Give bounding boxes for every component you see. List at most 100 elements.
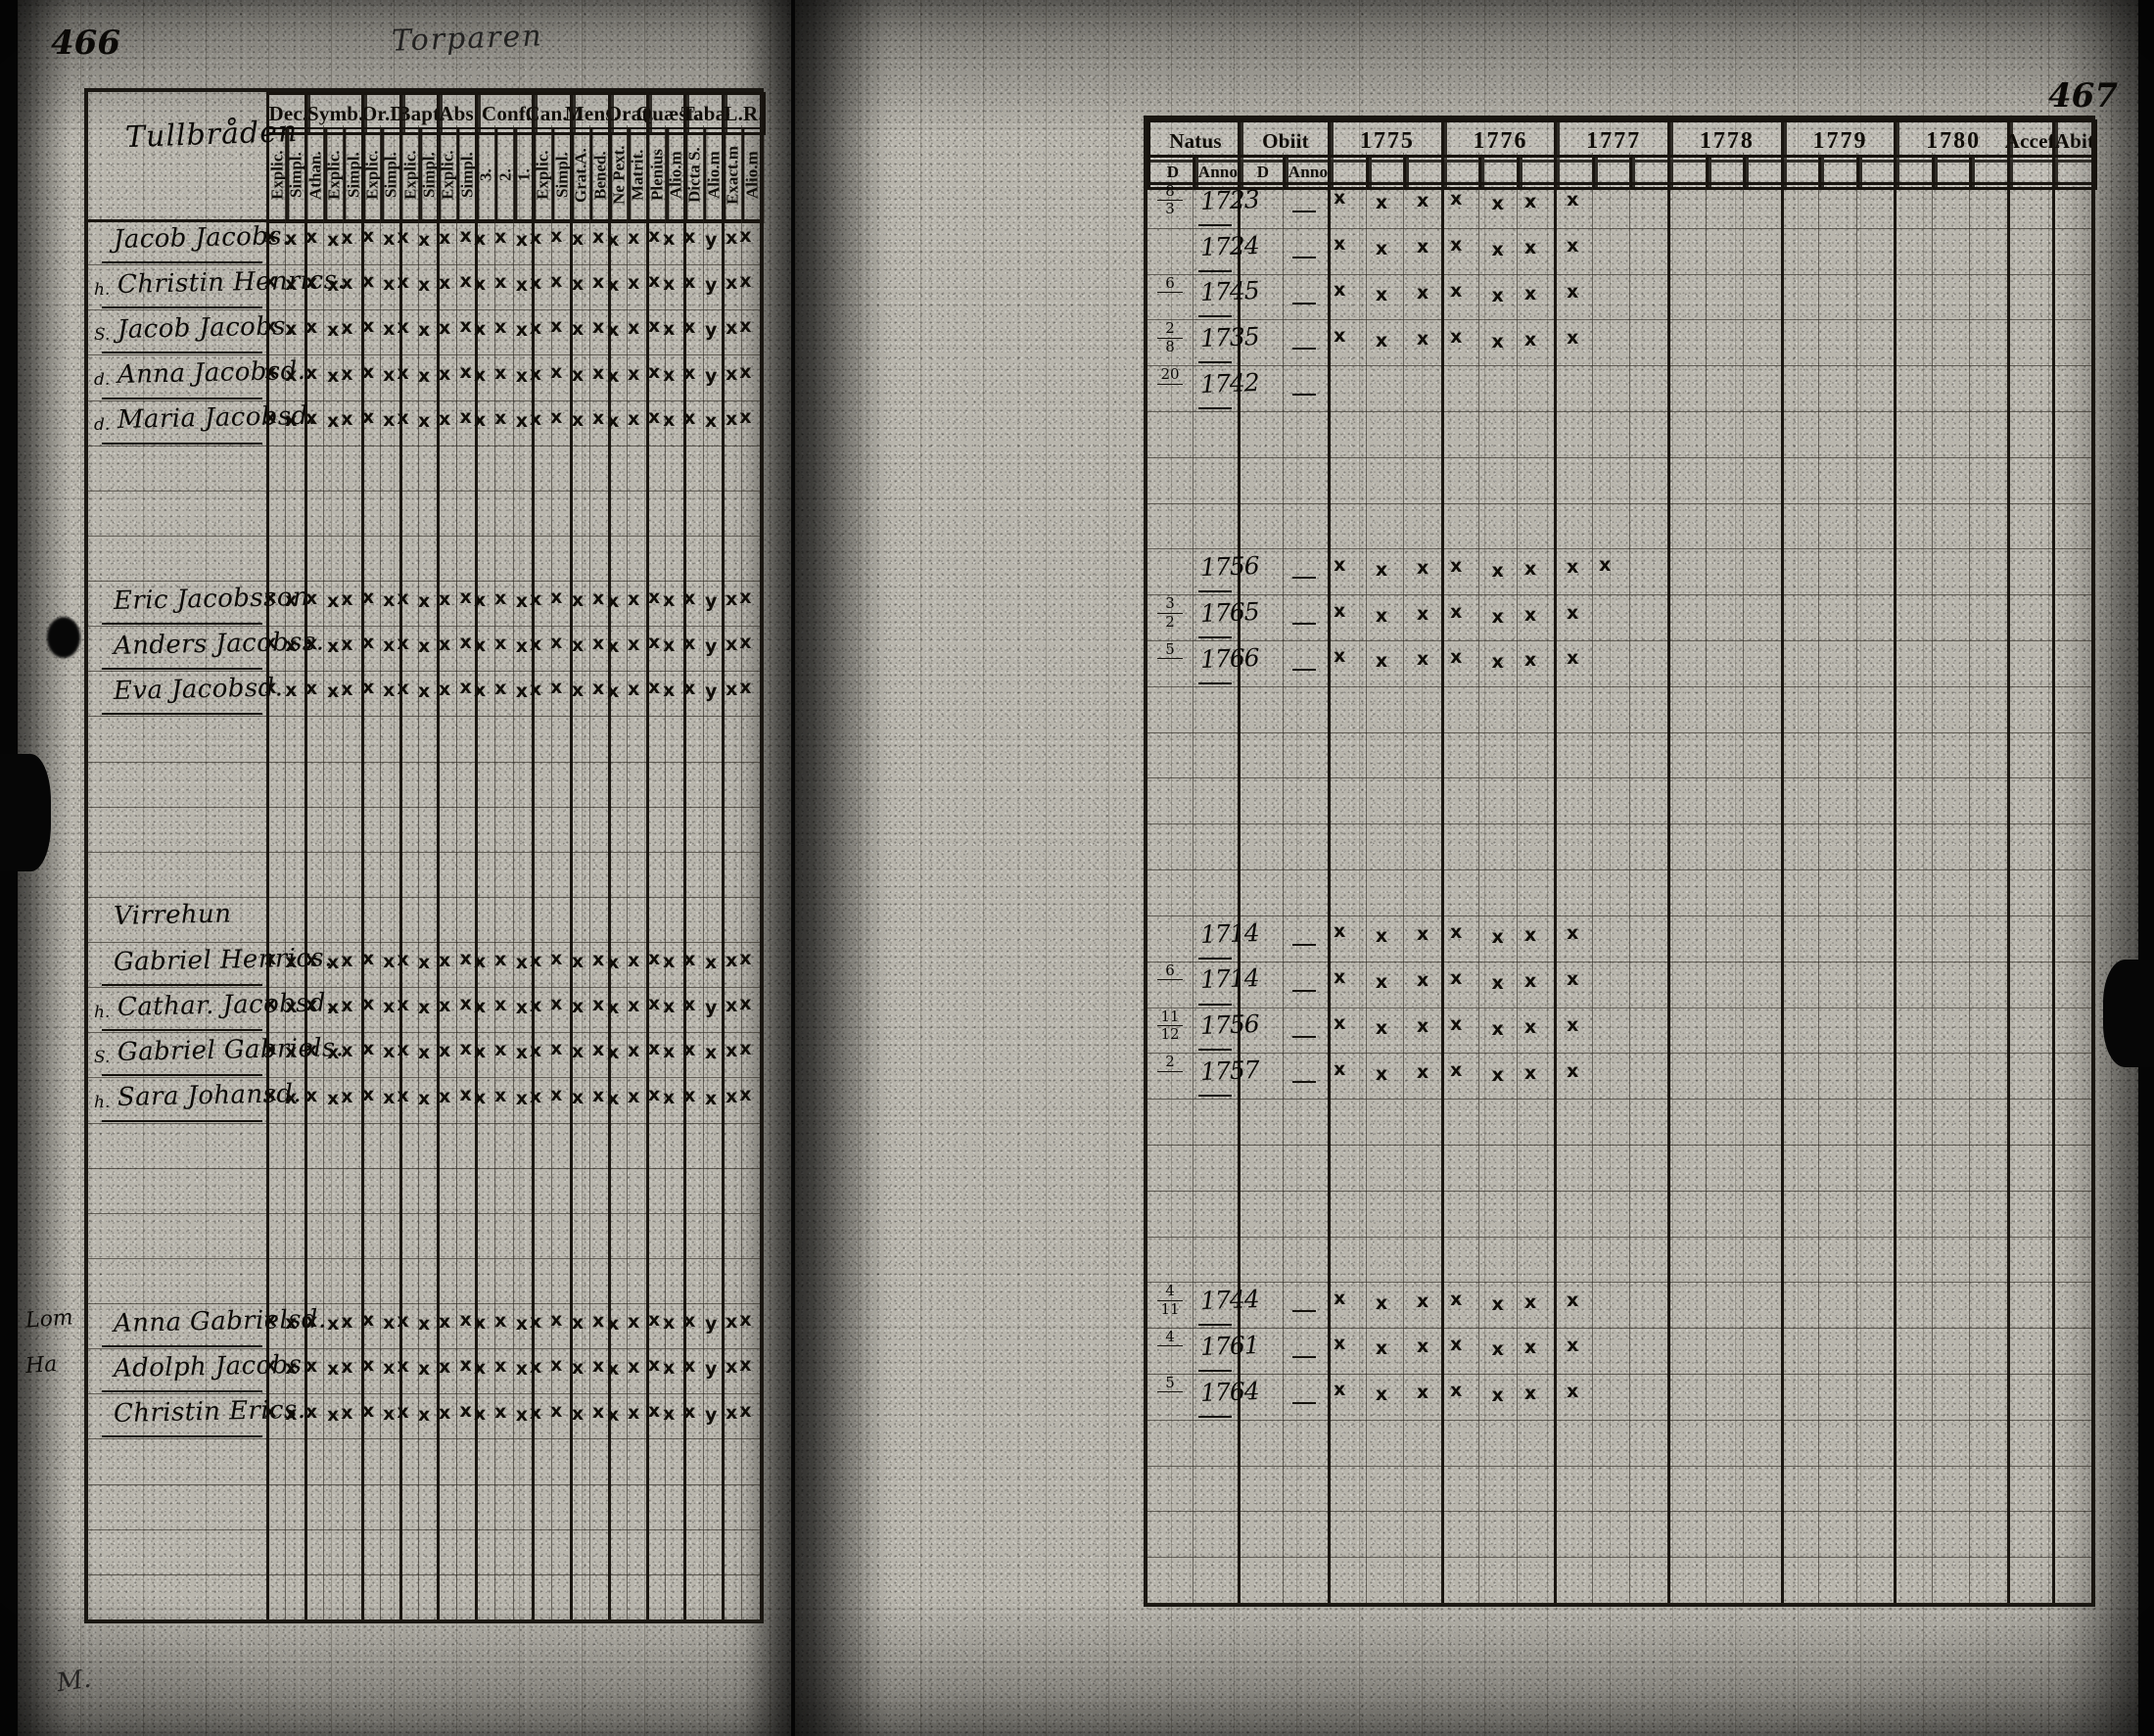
- birth-month: 8: [1165, 337, 1175, 355]
- fraction-bar: [1157, 979, 1183, 980]
- attendance-mark: x: [529, 1311, 542, 1334]
- name-underline: [102, 442, 262, 445]
- attendance-mark: x: [571, 408, 585, 431]
- attendance-mark: x: [550, 1083, 563, 1105]
- attendance-mark: x: [473, 318, 487, 341]
- attendance-mark: x: [341, 227, 353, 250]
- attendance-mark: x: [1375, 329, 1388, 352]
- attendance-mark: x: [550, 315, 563, 338]
- group-column-divider: [1894, 119, 1897, 1603]
- attendance-mark: x: [683, 678, 696, 700]
- attendance-mark: x: [529, 362, 542, 385]
- attendance-mark: x: [1375, 1062, 1388, 1085]
- table-row-rule: [1147, 1557, 2091, 1559]
- birth-year: 1756: [1199, 551, 1260, 583]
- attendance-mark: x: [417, 319, 431, 342]
- right-attendance-table: Natus D Anno Obiit D Anno 1775 1776 1777 1778 1779…: [1144, 116, 2097, 1607]
- attendance-mark: x: [285, 1041, 298, 1063]
- table-row-rule: [88, 1077, 760, 1079]
- group-column-divider: [2052, 119, 2055, 1603]
- attendance-mark: x: [263, 270, 277, 293]
- sub-column-divider: [1403, 153, 1405, 1603]
- attendance-mark: x: [1491, 1292, 1504, 1315]
- attendance-mark: x: [683, 949, 696, 971]
- attendance-mark: x: [1449, 233, 1463, 257]
- attendance-mark: x: [606, 229, 620, 252]
- attendance-mark: x: [1491, 239, 1504, 261]
- birth-day-fraction: 6: [1151, 962, 1189, 981]
- attendance-mark: x: [285, 1357, 298, 1380]
- attendance-mark: x: [1417, 556, 1429, 579]
- attendance-mark: x: [1523, 191, 1537, 213]
- attendance-mark: x: [1491, 1338, 1504, 1361]
- row-name-prefix: S.: [94, 324, 111, 345]
- attendance-mark: x: [1417, 602, 1429, 625]
- attendance-mark: x: [397, 1310, 409, 1333]
- sub-column-divider: [1516, 153, 1518, 1603]
- attendance-mark: x: [1417, 1290, 1429, 1312]
- attendance-mark: x: [285, 408, 298, 431]
- attendance-mark: x: [263, 1038, 277, 1060]
- attendance-mark: x: [341, 1401, 353, 1424]
- attendance-mark: x: [1334, 645, 1346, 668]
- attendance-mark: x: [1566, 1059, 1579, 1082]
- group-column-divider: [2007, 119, 2010, 1603]
- attendance-mark: x: [662, 951, 676, 973]
- birth-day: 8: [1165, 182, 1175, 200]
- attendance-mark: x: [529, 407, 542, 430]
- sub-column-divider: [1743, 153, 1745, 1603]
- attendance-mark: x: [473, 1041, 487, 1063]
- attendance-mark: x: [648, 677, 661, 699]
- attendance-mark: y: [704, 680, 718, 703]
- attendance-mark: x: [606, 680, 620, 703]
- attendance-mark: x: [1375, 925, 1388, 948]
- name-underline: [102, 306, 262, 309]
- ink-blot-damage: [47, 617, 80, 658]
- birth-year: 1714: [1199, 917, 1260, 949]
- attendance-mark: x: [515, 997, 528, 1019]
- attendance-mark: x: [438, 227, 451, 250]
- attendance-mark: x: [326, 635, 340, 658]
- attendance-mark: x: [662, 1357, 676, 1380]
- attendance-mark: x: [438, 362, 451, 385]
- attendance-mark: x: [683, 271, 696, 294]
- attendance-mark: x: [1566, 280, 1579, 304]
- attendance-mark: x: [305, 316, 318, 339]
- obiit-empty-dash: [1292, 1401, 1316, 1404]
- table-row-rule: [1147, 640, 2091, 642]
- attendance-mark: x: [739, 315, 752, 338]
- attendance-mark: x: [606, 590, 620, 613]
- name-underline: [102, 1029, 262, 1032]
- table-row-rule: [88, 1167, 760, 1169]
- attendance-mark: x: [305, 994, 318, 1016]
- attendance-mark: x: [1417, 281, 1429, 305]
- attendance-mark: x: [341, 1311, 353, 1334]
- attendance-mark: x: [397, 587, 409, 610]
- top-caption: Torparen: [391, 19, 544, 59]
- attendance-mark: x: [739, 270, 752, 293]
- attendance-mark: y: [704, 1403, 718, 1426]
- group-column-divider: [1554, 119, 1558, 1603]
- attendance-mark: x: [628, 950, 640, 972]
- attendance-mark: x: [1417, 968, 1429, 992]
- fraction-bar: [1157, 1391, 1183, 1393]
- attendance-mark: x: [1449, 1334, 1463, 1356]
- table-row-rule: [1147, 365, 2091, 367]
- attendance-mark: x: [494, 633, 507, 655]
- attendance-mark: x: [1491, 284, 1504, 306]
- attendance-mark: x: [341, 407, 353, 430]
- attendance-mark: x: [571, 1086, 585, 1108]
- sub-column-divider: [1283, 153, 1284, 1603]
- attendance-mark: x: [473, 1357, 487, 1380]
- table-row-rule: [88, 1573, 760, 1575]
- attendance-mark: x: [592, 994, 605, 1016]
- attendance-mark: x: [606, 274, 620, 297]
- attendance-mark: x: [648, 948, 661, 970]
- attendance-mark: x: [628, 407, 640, 430]
- sub-column-divider: [588, 125, 590, 1619]
- table-row-rule: [88, 1348, 760, 1350]
- birth-day: 6: [1165, 273, 1175, 292]
- attendance-mark: x: [515, 680, 528, 703]
- group-column-divider: [2091, 119, 2094, 1603]
